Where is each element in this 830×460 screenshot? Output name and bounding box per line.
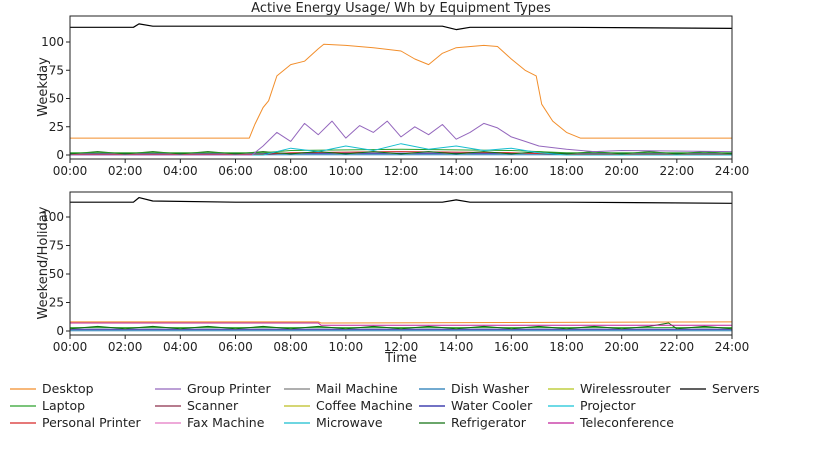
weekend-xtick-label-2: 04:00 bbox=[163, 340, 198, 354]
legend-label-fax-machine: Fax Machine bbox=[187, 415, 265, 430]
weekend-xtick-label-9: 18:00 bbox=[549, 340, 584, 354]
weekend-xtick-label-6: 12:00 bbox=[384, 340, 419, 354]
weekend-series-refrigerator bbox=[69, 322, 733, 330]
weekend-ytick-label-75: 75 bbox=[49, 239, 64, 253]
legend-label-mail-machine: Mail Machine bbox=[316, 381, 398, 396]
legend-label-dish-washer: Dish Washer bbox=[451, 381, 530, 396]
weekday-xtick-label-1: 02:00 bbox=[108, 164, 143, 178]
weekday-xtick-label-9: 18:00 bbox=[549, 164, 584, 178]
legend-label-servers: Servers bbox=[712, 381, 760, 396]
weekend-series-servers bbox=[70, 197, 733, 204]
weekday-series-microwave bbox=[70, 143, 732, 156]
legend-label-teleconference: Teleconference bbox=[579, 415, 674, 430]
legend-label-desktop: Desktop bbox=[42, 381, 94, 396]
weekend-series-teleconference bbox=[70, 322, 732, 326]
weekday-ytick-label-50: 50 bbox=[49, 92, 64, 106]
legend-label-group-printer: Group Printer bbox=[187, 381, 271, 396]
weekend-xtick-label-5: 10:00 bbox=[329, 340, 364, 354]
weekday-ytick-label-25: 25 bbox=[49, 120, 64, 134]
weekday-ytick-label-0: 0 bbox=[56, 148, 64, 162]
weekday-series-refrigerator bbox=[69, 151, 733, 155]
weekend-xtick-label-7: 14:00 bbox=[439, 340, 474, 354]
legend-label-coffee-machine: Coffee Machine bbox=[316, 398, 413, 413]
weekend-plot-frame bbox=[69, 191, 733, 336]
weekend-xtick-label-1: 02:00 bbox=[108, 340, 143, 354]
legend-label-personal-printer: Personal Printer bbox=[42, 415, 142, 430]
weekend-ylabel: Weekend/Holiday bbox=[36, 206, 51, 319]
weekend-ytick-label-0: 0 bbox=[56, 324, 64, 338]
legend-label-scanner: Scanner bbox=[187, 398, 239, 413]
legend-label-laptop: Laptop bbox=[42, 398, 85, 413]
weekday-xtick-label-12: 24:00 bbox=[715, 164, 750, 178]
weekend-panel: 0 25 50 75 100 00:00 02:00 04:00 06:00 08:00 10:0… bbox=[36, 191, 750, 354]
legend-label-water-cooler: Water Cooler bbox=[451, 398, 533, 413]
weekend-ytick-label-25: 25 bbox=[49, 296, 64, 310]
weekday-ylabel: Weekday bbox=[36, 57, 51, 117]
weekend-xtick-label-10: 20:00 bbox=[604, 340, 639, 354]
legend-label-refrigerator: Refrigerator bbox=[451, 415, 527, 430]
weekday-ytick-label-100: 100 bbox=[41, 35, 64, 49]
weekend-ytick-label-100: 100 bbox=[41, 210, 64, 224]
weekday-series-group-printer bbox=[70, 120, 733, 156]
legend-label-projector: Projector bbox=[580, 398, 636, 413]
x-axis-label: Time bbox=[384, 351, 417, 366]
weekday-xtick-label-10: 20:00 bbox=[604, 164, 639, 178]
weekend-xtick-label-0: 00:00 bbox=[53, 340, 88, 354]
weekday-ytick-label-75: 75 bbox=[49, 63, 64, 77]
weekend-xtick-label-8: 16:00 bbox=[494, 340, 529, 354]
weekday-series-laptop bbox=[70, 148, 732, 154]
weekday-series-servers bbox=[70, 23, 733, 31]
weekday-xtick-label-0: 00:00 bbox=[53, 164, 88, 178]
legend-label-wirelessrouter: Wirelessrouter bbox=[580, 381, 671, 396]
weekday-xtick-label-11: 22:00 bbox=[660, 164, 695, 178]
legend-label-microwave: Microwave bbox=[316, 415, 383, 430]
weekday-xtick-label-3: 06:00 bbox=[218, 164, 253, 178]
weekday-xtick-label-4: 08:00 bbox=[273, 164, 308, 178]
weekday-series-desktop bbox=[70, 43, 732, 139]
weekday-xtick-label-6: 12:00 bbox=[384, 164, 419, 178]
weekday-panel: 0 25 50 75 100 00:00 02:00 04:00 06:00 08:00 10:0… bbox=[36, 15, 750, 178]
weekend-series-desktop bbox=[70, 321, 733, 324]
weekend-xtick-label-4: 08:00 bbox=[273, 340, 308, 354]
weekday-xtick-label-5: 10:00 bbox=[329, 164, 364, 178]
weekday-xtick-label-8: 16:00 bbox=[494, 164, 529, 178]
weekend-ytick-label-50: 50 bbox=[49, 267, 64, 281]
weekday-xtick-label-2: 04:00 bbox=[163, 164, 198, 178]
weekday-plot-frame bbox=[69, 15, 733, 160]
chart-title: Active Energy Usage/ Wh by Equipment Typ… bbox=[251, 1, 551, 16]
weekend-xtick-label-3: 06:00 bbox=[218, 340, 253, 354]
weekend-xtick-label-11: 22:00 bbox=[660, 340, 695, 354]
weekend-xtick-label-12: 24:00 bbox=[715, 340, 750, 354]
legend: Desktop Laptop Personal Printer Group Print… bbox=[10, 381, 760, 430]
weekday-xtick-label-7: 14:00 bbox=[439, 164, 474, 178]
